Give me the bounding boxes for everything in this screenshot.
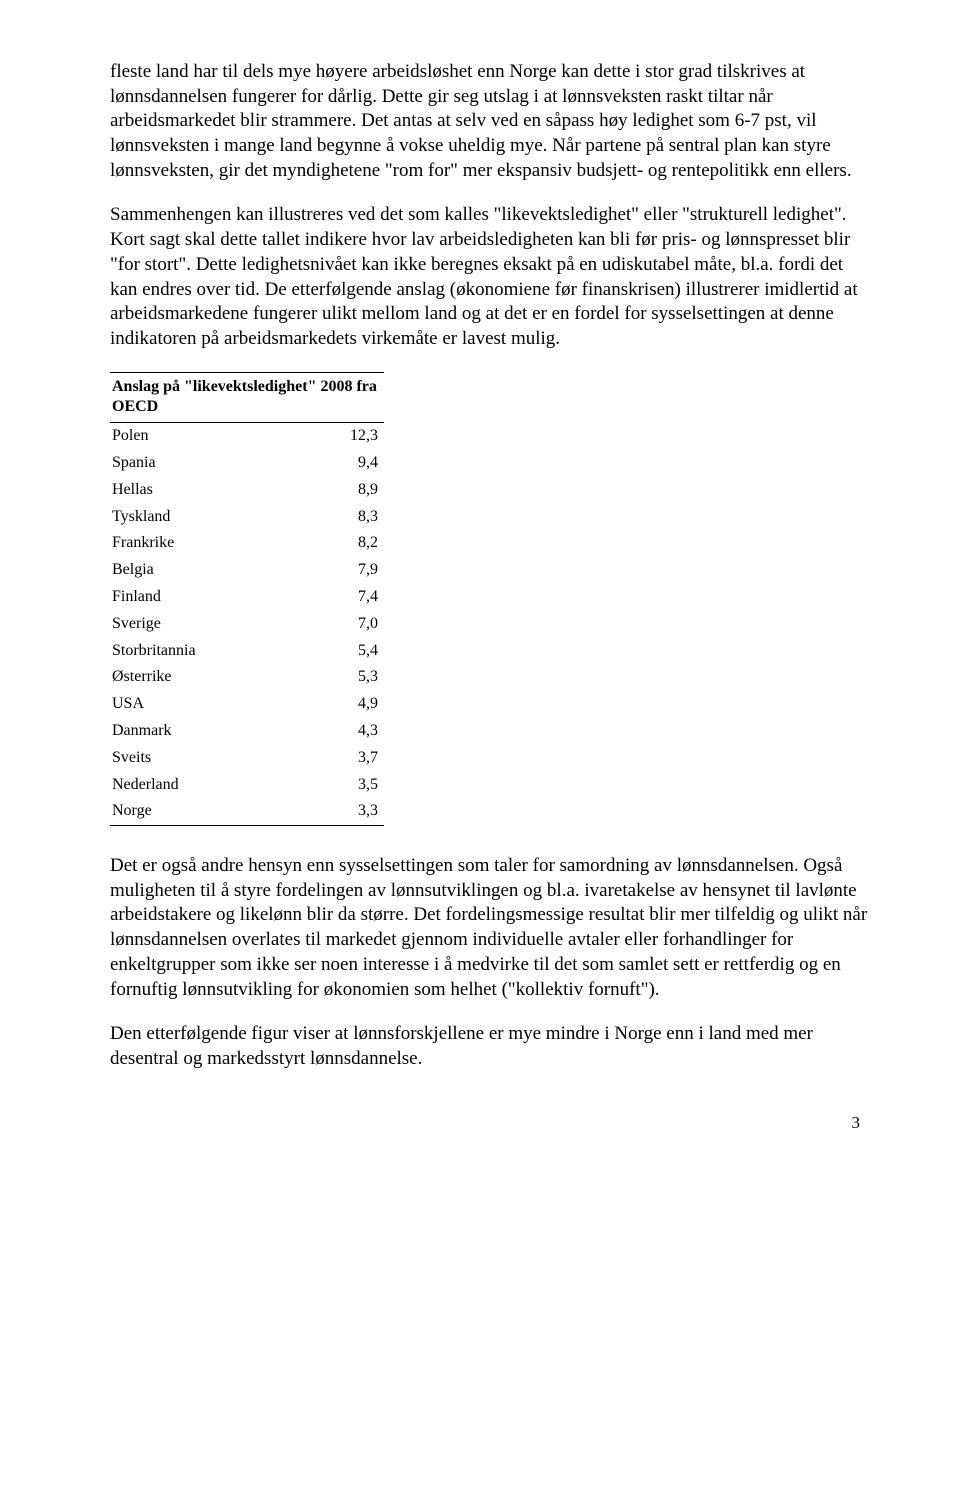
table-row: Spania9,4 bbox=[110, 450, 384, 477]
table-cell-value: 8,2 bbox=[313, 530, 384, 557]
table-cell-value: 12,3 bbox=[313, 423, 384, 450]
table-cell-value: 8,3 bbox=[313, 504, 384, 531]
table-cell-country: Spania bbox=[110, 450, 313, 477]
table-cell-country: Sverige bbox=[110, 611, 313, 638]
table-title: Anslag på "likevektsledighet" 2008 fra O… bbox=[110, 372, 384, 423]
table-cell-value: 9,4 bbox=[313, 450, 384, 477]
body-paragraph-2: Sammenhengen kan illustreres ved det som… bbox=[110, 203, 870, 351]
table-cell-country: Finland bbox=[110, 584, 313, 611]
table-cell-value: 4,3 bbox=[313, 718, 384, 745]
table-cell-country: Sveits bbox=[110, 745, 313, 772]
table-cell-value: 7,4 bbox=[313, 584, 384, 611]
table-cell-country: Frankrike bbox=[110, 530, 313, 557]
table-cell-value: 5,3 bbox=[313, 664, 384, 691]
table-cell-country: Hellas bbox=[110, 477, 313, 504]
equilibrium-table: Anslag på "likevektsledighet" 2008 fra O… bbox=[110, 372, 384, 827]
table-cell-country: Storbritannia bbox=[110, 638, 313, 665]
table-cell-value: 4,9 bbox=[313, 691, 384, 718]
table-cell-country: Polen bbox=[110, 423, 313, 450]
table-cell-value: 7,0 bbox=[313, 611, 384, 638]
table-cell-value: 8,9 bbox=[313, 477, 384, 504]
table-row: Storbritannia5,4 bbox=[110, 638, 384, 665]
table-cell-value: 7,9 bbox=[313, 557, 384, 584]
equilibrium-table-wrap: Anslag på "likevektsledighet" 2008 fra O… bbox=[110, 372, 870, 827]
table-row: Finland7,4 bbox=[110, 584, 384, 611]
body-paragraph-3: Det er også andre hensyn enn sysselsetti… bbox=[110, 854, 870, 1002]
table-cell-country: Nederland bbox=[110, 772, 313, 799]
table-body: Polen12,3Spania9,4Hellas8,9Tyskland8,3Fr… bbox=[110, 423, 384, 826]
body-paragraph-1: fleste land har til dels mye høyere arbe… bbox=[110, 60, 870, 183]
table-row: USA4,9 bbox=[110, 691, 384, 718]
table-cell-value: 5,4 bbox=[313, 638, 384, 665]
table-cell-value: 3,5 bbox=[313, 772, 384, 799]
table-row: Polen12,3 bbox=[110, 423, 384, 450]
table-cell-country: Tyskland bbox=[110, 504, 313, 531]
table-cell-country: Norge bbox=[110, 798, 313, 825]
page-number: 3 bbox=[110, 1112, 870, 1134]
table-row: Belgia7,9 bbox=[110, 557, 384, 584]
table-cell-country: Østerrike bbox=[110, 664, 313, 691]
table-row: Norge3,3 bbox=[110, 798, 384, 825]
table-row: Tyskland8,3 bbox=[110, 504, 384, 531]
table-row: Sverige7,0 bbox=[110, 611, 384, 638]
table-row: Nederland3,5 bbox=[110, 772, 384, 799]
table-cell-country: Danmark bbox=[110, 718, 313, 745]
table-row: Sveits3,7 bbox=[110, 745, 384, 772]
table-row: Hellas8,9 bbox=[110, 477, 384, 504]
table-cell-country: Belgia bbox=[110, 557, 313, 584]
table-row: Frankrike8,2 bbox=[110, 530, 384, 557]
table-row: Danmark4,3 bbox=[110, 718, 384, 745]
table-row: Østerrike5,3 bbox=[110, 664, 384, 691]
table-cell-country: USA bbox=[110, 691, 313, 718]
body-paragraph-4: Den etterfølgende figur viser at lønnsfo… bbox=[110, 1022, 870, 1071]
table-cell-value: 3,7 bbox=[313, 745, 384, 772]
table-cell-value: 3,3 bbox=[313, 798, 384, 825]
